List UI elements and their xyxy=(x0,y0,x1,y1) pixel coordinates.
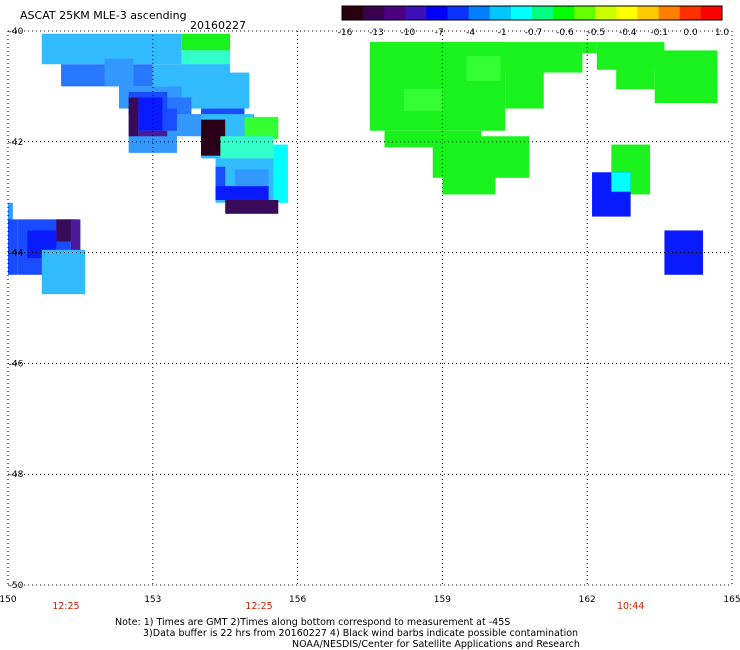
swath-cell xyxy=(611,172,631,192)
colorbar-tick-label: 0.0 xyxy=(683,28,698,38)
swath-cell xyxy=(505,64,544,109)
swath-cells xyxy=(8,33,718,295)
colorbar-tick-label: -0.6 xyxy=(556,28,574,38)
latitude-label: -42 xyxy=(9,138,24,148)
axis-labels: 150 153 156 159 162 165 -40 -42 -44 -46 -48 -50 xyxy=(0,27,740,605)
longitude-label: 165 xyxy=(723,595,740,605)
colorbar-tick-label: -0.4 xyxy=(619,28,637,38)
swath-cell xyxy=(128,97,139,137)
colorbar-tick-label: -7 xyxy=(435,28,444,38)
colorbar-swatch xyxy=(553,6,575,20)
swath-cell xyxy=(41,249,86,295)
colorbar-swatch xyxy=(405,6,427,20)
swath-cell xyxy=(8,219,18,275)
swath-cell xyxy=(582,42,597,54)
latitude-label: -48 xyxy=(9,470,24,480)
colorbar-swatch xyxy=(363,6,385,20)
figure-date: 20160227 xyxy=(190,19,246,32)
colorbar-swatch xyxy=(532,6,554,20)
swath-cell xyxy=(225,199,279,214)
figure-title: ASCAT 25KM MLE-3 ascending xyxy=(20,9,187,22)
latitude-label: -50 xyxy=(9,581,24,591)
note-line-2: 3)Data buffer is 22 hrs from 20160227 4)… xyxy=(143,628,578,639)
colorbar-swatch xyxy=(384,6,406,20)
colorbar-tick-label: 1.0 xyxy=(715,28,730,38)
colorbar-swatch xyxy=(489,6,512,20)
colorbar-swatch xyxy=(595,6,617,20)
swath-cell xyxy=(403,89,443,112)
swath-cell xyxy=(176,114,202,137)
swath-cell xyxy=(215,166,226,200)
longitude-label: 159 xyxy=(434,595,451,605)
longitude-label: 162 xyxy=(579,595,596,605)
longitude-label: 156 xyxy=(289,595,306,605)
colorbar-tick-label: -0.1 xyxy=(650,28,668,38)
latitude-label: -46 xyxy=(9,359,24,369)
colorbar-tick-label: -13 xyxy=(369,28,384,38)
swath-cell xyxy=(138,97,163,131)
swath-cell xyxy=(104,58,134,87)
swath-cell xyxy=(616,58,655,90)
swath-cell xyxy=(654,50,718,104)
note-line-1: Note: 1) Times are GMT 2)Times along bot… xyxy=(115,617,510,628)
colorbar-tick-label: -16 xyxy=(338,28,353,38)
pass-time-label: 10:44 xyxy=(617,601,644,612)
colorbar-swatch xyxy=(658,6,681,20)
swath-cell xyxy=(273,144,288,203)
pass-time-labels: 12:25 12:25 10:44 xyxy=(52,601,644,612)
colorbar-tick-label: -0.5 xyxy=(588,28,606,38)
swath-cell xyxy=(234,169,269,187)
swath-cell xyxy=(664,230,704,275)
colorbar-tick-label: -0.7 xyxy=(525,28,543,38)
colorbar-swatch xyxy=(426,6,449,20)
colorbar-swatch xyxy=(616,6,639,20)
pass-time-label: 12:25 xyxy=(245,601,272,612)
swath-cell xyxy=(432,136,530,178)
colorbar-swatch xyxy=(574,6,596,20)
colorbar-swatch xyxy=(700,6,723,20)
swath-cell xyxy=(181,33,231,51)
swath-cell xyxy=(466,55,501,81)
longitude-label: 153 xyxy=(144,595,161,605)
pass-time-label: 12:25 xyxy=(52,601,79,612)
colorbar-swatch xyxy=(637,6,660,20)
colorbar xyxy=(341,5,723,21)
swath-cell xyxy=(442,175,496,195)
colorbar-tick-label: -4 xyxy=(466,28,475,38)
note-line-3: NOAA/NESDIS/Center for Satellite Applica… xyxy=(292,639,580,650)
colorbar-swatch xyxy=(342,6,364,20)
swath-cell xyxy=(138,130,168,137)
colorbar-frame xyxy=(341,5,723,21)
lat-lon-grid xyxy=(7,30,733,586)
colorbar-tick-label: -10 xyxy=(400,28,415,38)
colorbar-swatch xyxy=(468,6,491,20)
latitude-label: -40 xyxy=(9,27,24,37)
swath-cell xyxy=(244,116,279,140)
swath-cell xyxy=(162,108,177,131)
colorbar-swatch xyxy=(510,6,533,20)
latitude-label: -44 xyxy=(9,249,24,259)
colorbar-tick-labels: -16 -13 -10 -7 -4 -1 -0.7 -0.6 -0.5 -0.4 -0.1 0.0 1.… xyxy=(338,28,730,38)
swath-cell xyxy=(70,219,81,270)
colorbar-tick-label: -1 xyxy=(498,28,507,38)
colorbar-swatch xyxy=(447,6,470,20)
swath-cell xyxy=(215,186,269,200)
colorbar-swatch xyxy=(679,6,702,20)
longitude-label: 150 xyxy=(0,595,17,605)
